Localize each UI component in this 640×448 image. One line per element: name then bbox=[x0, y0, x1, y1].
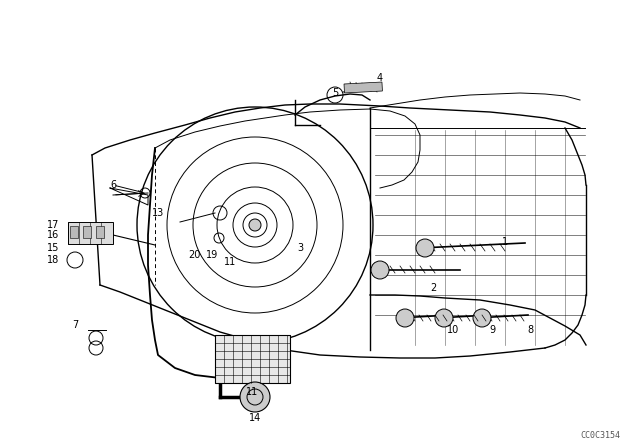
Text: 11: 11 bbox=[224, 257, 236, 267]
Bar bbox=[70, 226, 78, 238]
Text: 15: 15 bbox=[47, 243, 59, 253]
Text: 2: 2 bbox=[430, 283, 436, 293]
Bar bbox=[83, 226, 91, 238]
Text: CC0C3154: CC0C3154 bbox=[580, 431, 620, 439]
Circle shape bbox=[396, 309, 414, 327]
Circle shape bbox=[435, 309, 453, 327]
Circle shape bbox=[249, 219, 261, 231]
Bar bbox=[96, 226, 104, 238]
Text: 19: 19 bbox=[206, 250, 218, 260]
Text: 11: 11 bbox=[246, 387, 258, 397]
Text: 7: 7 bbox=[72, 320, 78, 330]
Text: 20: 20 bbox=[188, 250, 200, 260]
Bar bbox=[68, 222, 113, 244]
Text: 17: 17 bbox=[47, 220, 59, 230]
Text: 4: 4 bbox=[377, 73, 383, 83]
Bar bbox=[215, 335, 290, 383]
Circle shape bbox=[371, 261, 389, 279]
Text: 1: 1 bbox=[502, 237, 508, 247]
Circle shape bbox=[473, 309, 491, 327]
Text: 18: 18 bbox=[47, 255, 59, 265]
Text: 5: 5 bbox=[332, 88, 338, 98]
Circle shape bbox=[416, 239, 434, 257]
Text: 14: 14 bbox=[249, 413, 261, 423]
Text: 8: 8 bbox=[527, 325, 533, 335]
Text: 3: 3 bbox=[297, 243, 303, 253]
Text: 13: 13 bbox=[152, 208, 164, 218]
Bar bbox=[344, 82, 383, 93]
Text: 9: 9 bbox=[489, 325, 495, 335]
Circle shape bbox=[240, 382, 270, 412]
Text: 6: 6 bbox=[110, 180, 116, 190]
Text: 10: 10 bbox=[447, 325, 459, 335]
Text: 16: 16 bbox=[47, 230, 59, 240]
